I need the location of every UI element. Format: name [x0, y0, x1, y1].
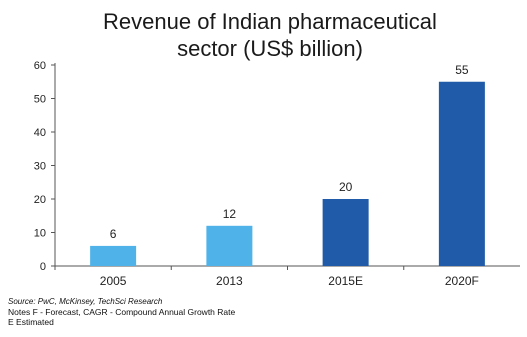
data-label: 12	[223, 207, 237, 221]
data-label: 6	[110, 227, 117, 241]
y-tick-label: 10	[34, 228, 46, 240]
chart-title-line-2: sector (US$ billion)	[177, 36, 363, 61]
bar	[322, 199, 369, 266]
bar-chart: 0 10 20 30 40 50 60 2005 6 2013 12 2015E 20 2020F 55	[34, 60, 520, 288]
x-tick-label: 2013	[216, 274, 243, 288]
footnotes: Source: PwC, McKinsey, TechSci Research …	[8, 297, 235, 327]
data-label: 55	[455, 63, 469, 77]
y-tick-label: 50	[34, 94, 46, 106]
y-tick-label: 30	[34, 161, 46, 173]
y-tick-label: 0	[40, 261, 46, 273]
bar	[206, 225, 253, 266]
source-note: Source: PwC, McKinsey, TechSci Research	[8, 297, 163, 306]
chart-title: Revenue of Indian pharmaceutical sector …	[40, 8, 500, 62]
bar	[90, 245, 137, 266]
bar	[438, 81, 485, 266]
x-tick-label: 2005	[100, 274, 127, 288]
y-tick-label: 40	[34, 127, 46, 139]
y-tick-label: 20	[34, 194, 46, 206]
notes-line: Notes F - Forecast, CAGR - Compound Annu…	[8, 307, 236, 317]
y-tick-label: 60	[34, 60, 46, 72]
x-tick-label: 2015E	[328, 274, 363, 288]
data-label: 20	[339, 180, 353, 194]
estimated-note: E Estimated	[8, 317, 54, 327]
chart-title-line-1: Revenue of Indian pharmaceutical	[103, 9, 437, 34]
x-tick-label: 2020F	[445, 274, 479, 288]
